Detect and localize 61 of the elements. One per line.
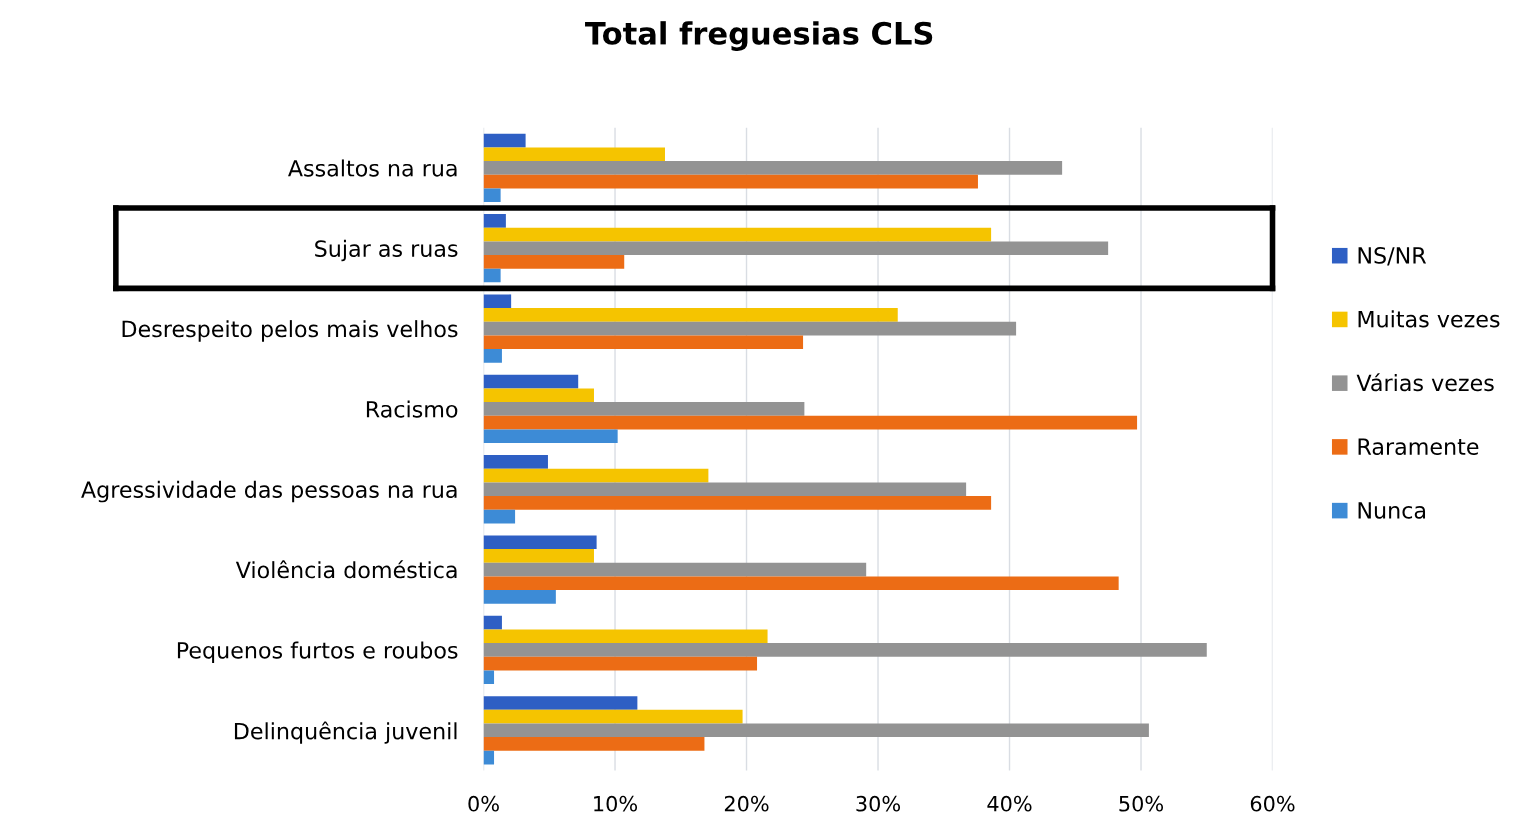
bar	[483, 255, 625, 269]
bar	[483, 576, 1119, 591]
legend-label: Várias vezes	[1356, 373, 1494, 392]
bar	[483, 415, 1138, 430]
x-tick-label: 60%	[1250, 795, 1295, 812]
y-tick-label: Sujar as ruas	[315, 239, 458, 262]
y-tick-label: Racismo	[366, 400, 458, 418]
bar	[483, 268, 501, 283]
bar	[483, 629, 768, 644]
bar	[483, 308, 898, 322]
y-tick-label: Agressividade das pessoas na rua	[81, 480, 457, 503]
bar	[483, 590, 556, 604]
y-tick-label: Assaltos na rua	[288, 159, 457, 177]
bar	[483, 656, 758, 671]
bar	[483, 750, 495, 765]
y-tick-label: Violência doméstica	[235, 560, 457, 579]
x-tick-label: 50%	[1119, 795, 1164, 812]
bar	[483, 321, 1017, 336]
bar	[483, 509, 516, 524]
y-tick-label: Delinquência juvenil	[234, 721, 457, 744]
bar	[483, 214, 506, 228]
bar	[483, 188, 501, 203]
legend-label: Raramente	[1358, 438, 1479, 455]
bar	[483, 402, 805, 416]
bar	[483, 723, 1149, 738]
x-tick-label: 30%	[856, 795, 901, 812]
bar	[483, 643, 1207, 657]
bar	[483, 549, 594, 563]
y-tick-label: Desrespeito pelos mais velhos	[122, 320, 458, 342]
bar	[483, 455, 548, 469]
legend-label: NS/NR	[1358, 246, 1427, 266]
x-tick-label: 40%	[987, 795, 1032, 812]
bar	[483, 468, 709, 483]
bar	[483, 496, 992, 510]
bar	[483, 670, 495, 685]
bar	[483, 429, 618, 444]
bar	[483, 335, 804, 350]
bar	[483, 482, 967, 497]
legend-label: Muitas vezes	[1358, 310, 1500, 328]
bar	[483, 737, 705, 751]
bar	[483, 133, 526, 148]
bar	[483, 696, 638, 710]
x-tick-label: 10%	[594, 795, 638, 812]
bar	[483, 374, 579, 389]
bar	[483, 349, 502, 363]
bar	[483, 615, 502, 630]
bar	[483, 174, 978, 189]
bar	[483, 388, 594, 403]
bar	[483, 147, 665, 162]
bar	[483, 241, 1109, 256]
chart-title: Total freguesias CLS	[585, 21, 933, 51]
x-tick-label: 20%	[724, 795, 769, 812]
bar	[483, 709, 743, 724]
bar	[483, 562, 867, 577]
y-tick-label: Pequenos furtos e roubos	[177, 641, 458, 663]
bar	[483, 227, 992, 242]
bar	[483, 535, 597, 550]
x-tick-label: 0%	[468, 795, 499, 812]
bar	[483, 161, 1063, 175]
bar	[483, 294, 512, 309]
legend-label: Nunca	[1358, 502, 1426, 519]
